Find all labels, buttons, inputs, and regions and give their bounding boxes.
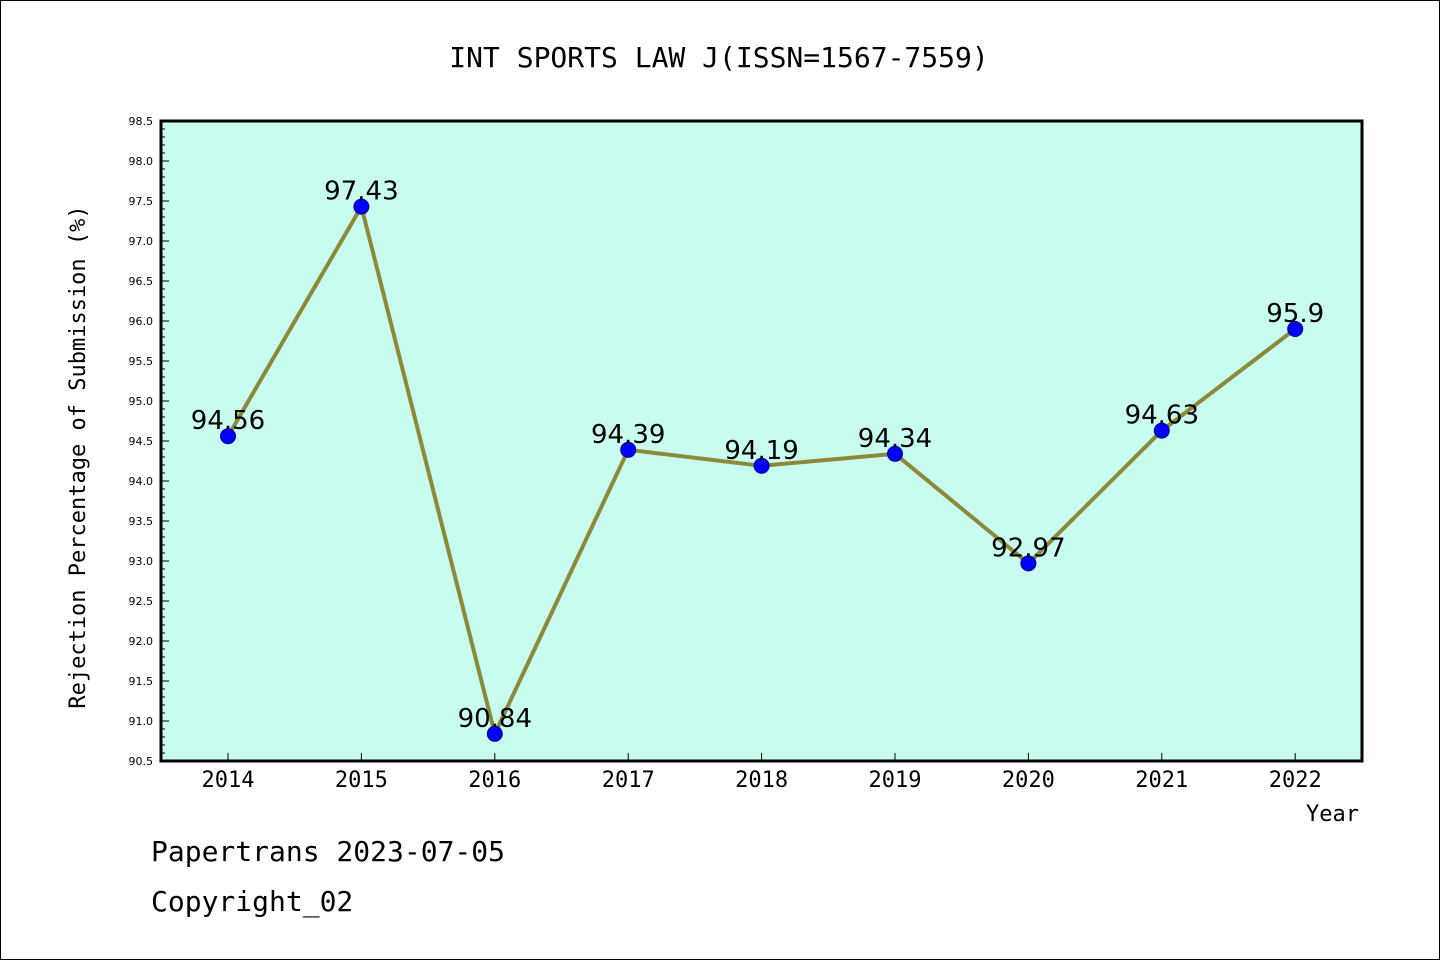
data-label: 94.39 bbox=[591, 420, 665, 450]
x-tick-label: 2014 bbox=[202, 768, 255, 793]
data-label: 97.43 bbox=[324, 177, 398, 207]
y-tick-label: 91.0 bbox=[129, 715, 154, 728]
y-tick-label: 95.5 bbox=[129, 355, 154, 368]
footer-copyright-text: Copyright_02 bbox=[151, 885, 354, 918]
y-tick-label: 96.0 bbox=[129, 315, 154, 328]
data-point bbox=[486, 725, 503, 742]
data-label: 94.56 bbox=[191, 406, 265, 436]
x-axis: 2014 2015 2016 2017 2018 2019 2020 2021 2022 bbox=[202, 753, 1322, 793]
chart-title: INT SPORTS LAW J(ISSN=1567-7559) bbox=[449, 41, 988, 74]
x-tick-label: 2015 bbox=[335, 768, 388, 793]
y-tick-label: 93.0 bbox=[129, 555, 154, 568]
data-label: 94.63 bbox=[1125, 401, 1199, 431]
data-label: 94.19 bbox=[724, 436, 798, 466]
y-tick-label: 96.5 bbox=[129, 275, 154, 288]
y-tick-label: 93.5 bbox=[129, 515, 154, 528]
y-tick-label: 94.0 bbox=[129, 475, 154, 488]
data-point bbox=[753, 457, 770, 474]
y-tick-label: 90.5 bbox=[129, 755, 154, 768]
data-point bbox=[353, 198, 370, 215]
x-tick-label: 2017 bbox=[602, 768, 655, 793]
data-label: 95.9 bbox=[1266, 299, 1324, 329]
y-tick-label: 95.0 bbox=[129, 395, 154, 408]
x-tick-label: 2016 bbox=[468, 768, 521, 793]
y-tick-label: 91.5 bbox=[129, 675, 154, 688]
data-label: 94.34 bbox=[858, 424, 932, 454]
series-layer: 94.56 97.43 90.84 94.39 94.19 94.34 92.97 94.63… bbox=[191, 177, 1324, 742]
x-tick-label: 2021 bbox=[1135, 768, 1188, 793]
data-label: 90.84 bbox=[458, 704, 532, 734]
x-tick-label: 2020 bbox=[1002, 768, 1055, 793]
y-tick-label: 98.5 bbox=[129, 115, 154, 128]
data-point bbox=[620, 441, 637, 458]
footer-date-text: Papertrans 2023-07-05 bbox=[151, 835, 506, 868]
y-tick-label: 97.0 bbox=[129, 235, 154, 248]
x-axis-label: Year bbox=[1306, 802, 1359, 827]
y-axis-label: Rejection Percentage of Submission (%) bbox=[66, 205, 91, 708]
x-tick-label: 2019 bbox=[869, 768, 922, 793]
data-point bbox=[1287, 321, 1304, 337]
y-tick-label: 92.0 bbox=[129, 635, 154, 648]
data-point bbox=[1153, 422, 1170, 439]
x-tick-label: 2022 bbox=[1269, 768, 1322, 793]
data-point bbox=[220, 428, 236, 445]
data-point bbox=[887, 445, 903, 462]
y-tick-label: 97.5 bbox=[129, 195, 154, 208]
y-tick-label: 98.0 bbox=[129, 155, 154, 168]
y-tick-label: 94.5 bbox=[129, 435, 154, 448]
plot-area bbox=[159, 119, 1364, 763]
data-label: 92.97 bbox=[991, 533, 1065, 563]
data-point bbox=[1020, 555, 1037, 572]
x-tick-label: 2018 bbox=[735, 768, 788, 793]
y-axis: 90.5 91.0 91.5 92.0 92.5 93.0 93.5 94.0 94.5 95.0… bbox=[129, 115, 169, 768]
y-tick-label: 92.5 bbox=[129, 595, 154, 608]
